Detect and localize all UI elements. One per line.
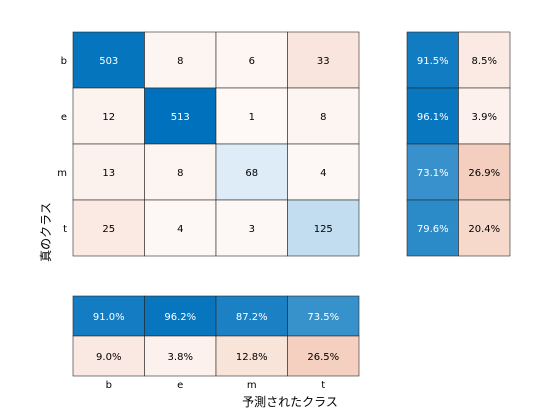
- matrix-cell-m-b-label: 13: [102, 168, 115, 179]
- matrix-cell-t-m-label: 3: [249, 224, 255, 235]
- column-summary-incorrect-b-label: 9.0%: [96, 352, 121, 363]
- matrix-cell-b-b-rect: [72, 31, 145, 89]
- matrix-cell-e-e-label: 513: [171, 112, 190, 123]
- matrix-cell-e-e-rect: [144, 87, 217, 145]
- matrix-cell-b-t-rect: [287, 31, 360, 89]
- column-summary-correct-e-label: 96.2%: [164, 312, 196, 323]
- column-summary-cells: 91.0% 9.0% 96.2% 3.8% 87.2% 12.8% 73.5% 26.5%: [72, 295, 360, 377]
- matrix-cell-t-m-rect: [215, 199, 288, 257]
- column-summary-correct-t-rect: [287, 295, 360, 337]
- matrix-cell-t-t-rect: [287, 199, 360, 257]
- matrix-cell-e-m-label: 1: [249, 112, 255, 123]
- matrix-cell-m-t-rect: [287, 143, 360, 201]
- x-axis-label: 予測されたクラス: [242, 395, 338, 409]
- column-summary-incorrect-t-label: 26.5%: [307, 352, 339, 363]
- x-tick-b: b: [106, 380, 112, 391]
- y-tick-m: m: [57, 168, 67, 179]
- matrix-cell-e-t-label: 8: [320, 112, 326, 123]
- y-tick-t: t: [63, 224, 67, 235]
- row-summary-incorrect-t-rect: [458, 199, 511, 257]
- row-summary-incorrect-m-rect: [458, 143, 511, 201]
- matrix-cell-m-m-label: 68: [245, 168, 258, 179]
- column-summary-correct-m-rect: [215, 295, 288, 337]
- matrix-cell-m-e-rect: [144, 143, 217, 201]
- row-summary-correct-b-label: 91.5%: [417, 56, 449, 67]
- column-summary-incorrect-t-rect: [287, 335, 360, 377]
- row-summary-correct-e-rect: [406, 87, 459, 145]
- y-tick-b: b: [61, 56, 67, 67]
- column-summary-correct-b-rect: [72, 295, 145, 337]
- matrix-cell-m-t-label: 4: [320, 168, 326, 179]
- row-summary-cells: 91.5% 8.5% 96.1% 3.9% 73.1% 26.9% 79.6% 20.4%: [406, 31, 511, 257]
- row-summary-incorrect-b-rect: [458, 31, 511, 89]
- column-summary-incorrect-e-rect: [144, 335, 217, 377]
- row-summary-correct-t-rect: [406, 199, 459, 257]
- matrix-cell-m-e-label: 8: [177, 168, 183, 179]
- matrix-cell-b-m-rect: [215, 31, 288, 89]
- row-summary-incorrect-b-label: 8.5%: [472, 56, 497, 67]
- y-tick-e: e: [61, 112, 67, 123]
- matrix-cell-b-e-label: 8: [177, 56, 183, 67]
- row-summary-correct-t-label: 79.6%: [417, 224, 449, 235]
- matrix-cell-t-b-label: 25: [102, 224, 115, 235]
- matrix-cell-e-b-rect: [72, 87, 145, 145]
- matrix-cell-t-b-rect: [72, 199, 145, 257]
- column-summary-correct-e-rect: [144, 295, 217, 337]
- y-axis-label: 真のクラス: [39, 202, 53, 262]
- y-tick-labels: b e m t: [57, 56, 67, 235]
- row-summary-incorrect-m-label: 26.9%: [468, 168, 500, 179]
- column-summary-incorrect-m-label: 12.8%: [236, 352, 268, 363]
- column-summary-correct-b-label: 91.0%: [93, 312, 125, 323]
- matrix-cell-t-t-label: 125: [314, 224, 333, 235]
- row-summary-correct-b-rect: [406, 31, 459, 89]
- row-summary-correct-e-label: 96.1%: [417, 112, 449, 123]
- row-summary-incorrect-t-label: 20.4%: [468, 224, 500, 235]
- matrix-cell-b-e-rect: [144, 31, 217, 89]
- matrix-cell-e-t-rect: [287, 87, 360, 145]
- matrix-cell-b-b-label: 503: [99, 56, 118, 67]
- column-summary-incorrect-e-label: 3.8%: [168, 352, 193, 363]
- row-summary-incorrect-e-rect: [458, 87, 511, 145]
- column-summary-correct-t-label: 73.5%: [307, 312, 339, 323]
- matrix-cell-t-e-label: 4: [177, 224, 183, 235]
- matrix-cell-b-t-label: 33: [317, 56, 330, 67]
- x-tick-t: t: [321, 380, 325, 391]
- matrix-cell-t-e-rect: [144, 199, 217, 257]
- x-tick-m: m: [247, 380, 257, 391]
- matrix-cell-b-m-label: 6: [249, 56, 255, 67]
- matrix-cell-e-b-label: 12: [102, 112, 115, 123]
- x-tick-e: e: [177, 380, 183, 391]
- column-summary-correct-m-label: 87.2%: [236, 312, 268, 323]
- row-summary-correct-m-label: 73.1%: [417, 168, 449, 179]
- row-summary-incorrect-e-label: 3.9%: [472, 112, 497, 123]
- row-summary-correct-m-rect: [406, 143, 459, 201]
